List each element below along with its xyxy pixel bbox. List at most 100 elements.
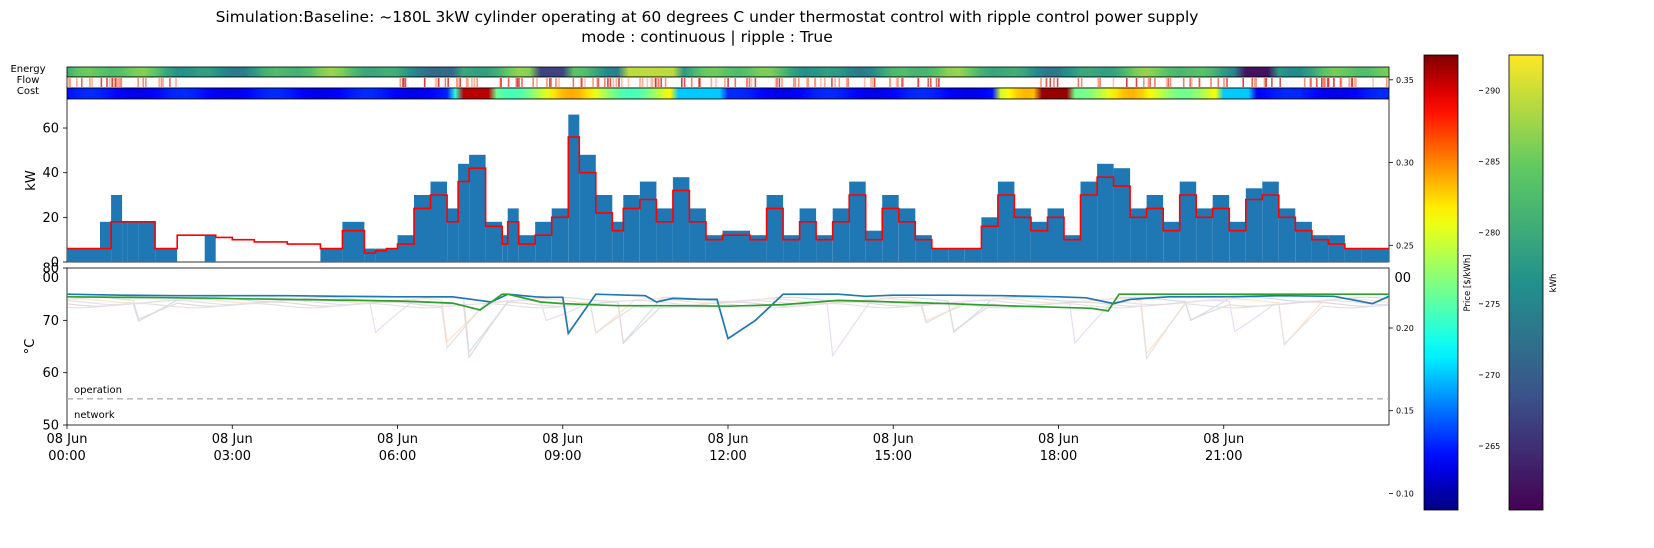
strip-label-flow: Flow (16, 75, 40, 86)
flow-mark (117, 78, 120, 87)
flow-mark (1309, 78, 1312, 87)
flow-mark (618, 78, 620, 87)
power-bar (414, 195, 431, 262)
temp-ytick-label: 60 (42, 366, 59, 381)
power-bar (67, 248, 89, 262)
flow-mark (1049, 78, 1052, 87)
power-bar (1080, 181, 1097, 262)
flow-mark (471, 78, 473, 87)
flow-mark (901, 78, 903, 87)
flow-mark (584, 78, 586, 87)
power-ytick-label: 0 (51, 256, 59, 271)
flow-mark (1182, 78, 1185, 87)
flow-mark (938, 78, 940, 87)
flow-mark (698, 78, 700, 87)
flow-mark (639, 78, 641, 87)
flow-mark (621, 78, 623, 87)
flow-mark (1098, 78, 1101, 87)
flow-mark (1316, 78, 1318, 87)
power-bar (595, 195, 613, 262)
temp-xtick-label: 09:00 (544, 449, 581, 464)
power-bar (1163, 221, 1180, 262)
power-bar (766, 195, 784, 262)
power-bar (138, 221, 156, 262)
flow-mark (160, 78, 163, 87)
flow-mark (555, 78, 557, 87)
flow-mark (444, 78, 447, 87)
flow-mark (108, 78, 111, 87)
power-bar (997, 181, 1015, 262)
temp-xtick-label: 08 Jun (708, 432, 749, 447)
colorbar-energy-label: kWh (1549, 274, 1559, 293)
power-bar (364, 248, 376, 262)
flow-mark (113, 78, 115, 87)
flow-mark (572, 78, 575, 87)
flow-mark (1385, 78, 1388, 87)
flow-mark (820, 78, 822, 87)
energy-strip (66, 66, 1390, 78)
power-bar (1278, 208, 1296, 262)
flow-mark (111, 78, 113, 87)
colorbar-price-tick-label: 0.35 (1396, 76, 1414, 85)
flow-mark (654, 78, 656, 87)
power-bar (1328, 235, 1345, 262)
flow-mark (106, 78, 108, 87)
flow-mark (515, 78, 517, 87)
power-bar (1344, 248, 1362, 262)
power-bar (1146, 195, 1164, 262)
power-bar (518, 235, 536, 262)
colorbar-energy-tick-label: 275 (1485, 300, 1500, 309)
flow-mark (612, 78, 615, 87)
flow-mark (1053, 78, 1055, 87)
flow-mark (690, 78, 693, 87)
strip-label-energy: Energy (10, 64, 46, 75)
flow-mark (1223, 78, 1225, 87)
flow-mark (873, 78, 876, 87)
power-bar (1179, 181, 1197, 262)
power-bar (127, 221, 139, 262)
power-bar (1212, 195, 1230, 262)
flow-mark (116, 78, 118, 87)
flow-mark (1077, 78, 1080, 87)
flow-mark (1303, 78, 1306, 87)
power-bar (568, 114, 580, 262)
overlap-tick-label-right: 00 (1394, 271, 1411, 286)
temp-xtick-label: 18:00 (1040, 449, 1077, 464)
flow-mark (807, 78, 810, 87)
power-bar (783, 235, 800, 262)
power-bars (67, 114, 1389, 262)
power-bar (342, 221, 365, 262)
temp-xtick-label: 03:00 (214, 449, 251, 464)
flow-mark (1340, 78, 1343, 87)
flow-mark (1167, 78, 1170, 87)
flow-mark (162, 78, 164, 87)
power-bar (915, 235, 932, 262)
colorbar-price-tick-label: 0.10 (1396, 489, 1414, 498)
flow-mark (902, 78, 904, 87)
power-bar (1295, 221, 1312, 262)
flow-mark (1322, 78, 1325, 87)
power-ytick-label: 60 (42, 122, 59, 137)
flow-mark (748, 78, 751, 87)
flow-mark (1265, 78, 1267, 87)
power-bar (816, 235, 833, 262)
flow-mark (897, 78, 899, 87)
temp-ensemble-trace (66, 302, 1390, 361)
flow-mark (798, 78, 800, 87)
flow-mark (447, 78, 449, 87)
power-bar (502, 235, 508, 262)
power-bar (832, 208, 850, 262)
power-bar (375, 248, 387, 262)
strip-label-cost: Cost (16, 86, 40, 97)
power-bar (469, 154, 486, 262)
flow-mark (831, 78, 833, 87)
flow-mark (660, 78, 662, 87)
flow-mark (1056, 78, 1059, 87)
flow-mark (423, 78, 426, 87)
power-bar (458, 163, 470, 262)
power-bar (722, 230, 734, 262)
flow-mark (158, 78, 160, 87)
temp-ensemble-trace (66, 299, 1389, 358)
power-bar (672, 177, 690, 262)
flow-mark (774, 78, 777, 87)
